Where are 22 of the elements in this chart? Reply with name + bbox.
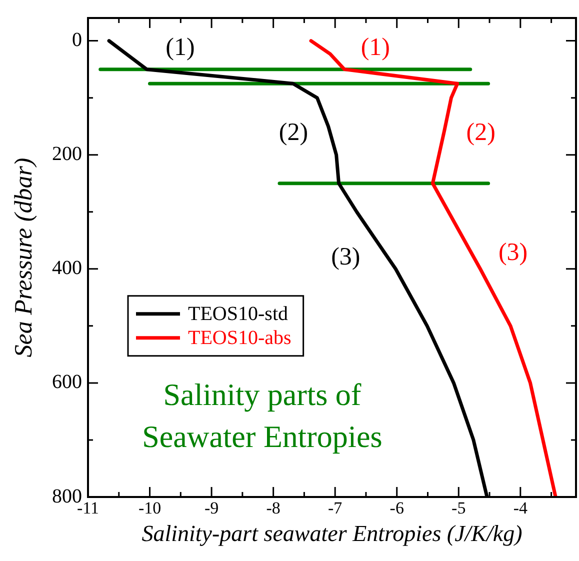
y-tick-label: 400	[52, 257, 82, 280]
annotation: (2)	[278, 119, 308, 146]
legend-label: TEOS10-abs	[188, 327, 292, 350]
legend-label: TEOS10-std	[188, 303, 288, 326]
y-tick-label: 0	[72, 29, 82, 52]
y-tick-label: 600	[52, 371, 82, 394]
annotation: (1)	[166, 34, 195, 62]
annotation: (3)	[498, 238, 528, 266]
x-tick-label: -5	[452, 498, 466, 518]
annotation: Salinity parts of Seawater Entropies	[142, 377, 382, 454]
x-axis-title: Salinity-part seawater Entropies (J/K/kg)	[142, 521, 522, 546]
y-axis-title: Sea Pressure (dbar)	[10, 158, 38, 358]
x-tick-label: -10	[138, 498, 162, 518]
y-tick-label: 200	[52, 143, 82, 166]
x-tick-label: -4	[513, 498, 528, 518]
annotation: (2)	[466, 119, 496, 146]
annotation: (1)	[360, 34, 390, 62]
x-tick-label: -7	[328, 498, 343, 518]
x-tick-label: -9	[204, 498, 219, 518]
annotation: (3)	[331, 244, 360, 271]
x-tick-label: -8	[266, 498, 280, 518]
x-tick-label: -6	[390, 498, 404, 518]
